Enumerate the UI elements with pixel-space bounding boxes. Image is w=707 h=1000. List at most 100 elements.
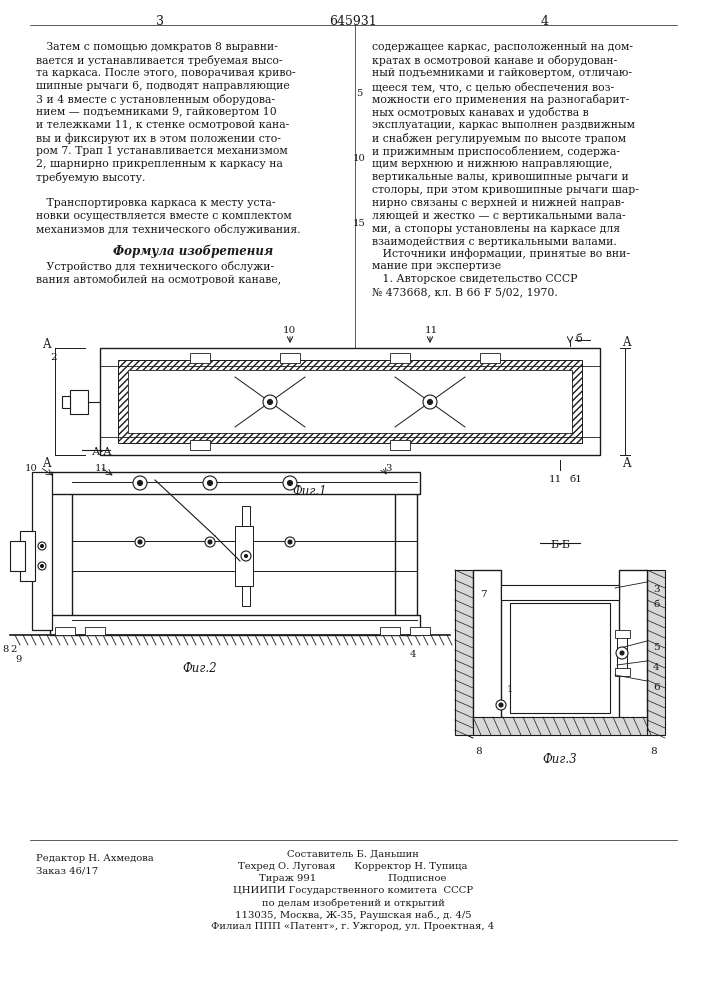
Circle shape — [40, 564, 44, 568]
Text: Фиг.1: Фиг.1 — [293, 485, 327, 498]
Circle shape — [283, 476, 297, 490]
Text: Транспортировка каркаса к месту уста-: Транспортировка каркаса к месту уста- — [36, 198, 276, 208]
Text: 2, шарнирно прикрепленным к каркасу на: 2, шарнирно прикрепленным к каркасу на — [36, 159, 283, 169]
Text: 3 и 4 вместе с установленным оборудова-: 3 и 4 вместе с установленным оборудова- — [36, 94, 275, 105]
Bar — [128, 370, 572, 433]
Bar — [50, 472, 420, 494]
Circle shape — [208, 540, 212, 544]
Text: ляющей и жестко — с вертикальными вала-: ляющей и жестко — с вертикальными вала- — [372, 211, 626, 221]
Text: Источники информации, принятые во вни-: Источники информации, принятые во вни- — [372, 248, 630, 259]
Text: 2: 2 — [10, 645, 16, 654]
Bar — [62, 396, 70, 408]
Circle shape — [620, 651, 624, 655]
Text: 11: 11 — [549, 475, 561, 484]
Bar — [128, 370, 572, 433]
Text: щееся тем, что, с целью обеспечения воз-: щееся тем, что, с целью обеспечения воз- — [372, 81, 614, 92]
Text: ных осмотровых канавах и удобства в: ных осмотровых канавах и удобства в — [372, 107, 589, 118]
Bar — [100, 348, 600, 455]
Text: 8: 8 — [650, 747, 657, 756]
Text: № 473668, кл. В 66 F 5/02, 1970.: № 473668, кл. В 66 F 5/02, 1970. — [372, 287, 558, 297]
Text: 645931: 645931 — [329, 15, 378, 28]
Text: Фиг.3: Фиг.3 — [543, 753, 578, 766]
Circle shape — [428, 399, 433, 404]
Text: 15: 15 — [353, 219, 366, 228]
Circle shape — [616, 647, 628, 659]
Bar — [190, 440, 210, 450]
Bar — [473, 570, 501, 725]
Circle shape — [285, 537, 295, 547]
Circle shape — [267, 399, 272, 404]
Bar — [619, 570, 647, 725]
Text: 9: 9 — [15, 655, 21, 664]
Text: щим верхнюю и нижнюю направляющие,: щим верхнюю и нижнюю направляющие, — [372, 159, 612, 169]
Text: Устройство для технического обслужи-: Устройство для технического обслужи- — [36, 261, 274, 272]
Bar — [615, 668, 630, 676]
Circle shape — [205, 537, 215, 547]
Bar — [501, 585, 619, 600]
Text: по делам изобретений и открытий: по делам изобретений и открытий — [262, 898, 445, 908]
Bar — [10, 541, 25, 571]
Text: А-А: А-А — [92, 447, 112, 457]
Bar — [390, 440, 410, 450]
Text: 11: 11 — [425, 326, 438, 335]
Text: Техред О. Луговая      Корректор Н. Тупица: Техред О. Луговая Корректор Н. Тупица — [238, 862, 468, 871]
Text: 2: 2 — [50, 353, 57, 362]
Text: 5: 5 — [653, 643, 660, 652]
Text: Б-Б: Б-Б — [550, 540, 570, 550]
Text: и тележками 11, к стенке осмотровой кана-: и тележками 11, к стенке осмотровой кана… — [36, 120, 289, 130]
Text: можности его применения на разногабарит-: можности его применения на разногабарит- — [372, 94, 629, 105]
Text: 1: 1 — [507, 685, 513, 694]
Circle shape — [263, 395, 277, 409]
Text: 4: 4 — [653, 663, 660, 672]
Text: A: A — [42, 338, 50, 351]
Bar — [480, 353, 500, 363]
Bar — [190, 353, 210, 363]
Text: Тираж 991                       Подписное: Тираж 991 Подписное — [259, 874, 447, 883]
Circle shape — [496, 700, 506, 710]
Text: Формула изобретения: Формула изобретения — [113, 245, 273, 258]
Text: ный подъемниками и гайковертом, отличаю-: ный подъемниками и гайковертом, отличаю- — [372, 68, 632, 78]
Text: Редактор Н. Ахмедова: Редактор Н. Ахмедова — [36, 854, 153, 863]
Text: столоры, при этом кривошипные рычаги шар-: столоры, при этом кривошипные рычаги шар… — [372, 185, 639, 195]
Bar — [70, 390, 88, 414]
Bar — [615, 630, 630, 638]
Text: содержащее каркас, расположенный на дом-: содержащее каркас, расположенный на дом- — [372, 42, 633, 52]
Text: 113035, Москва, Ж-35, Раушская наб., д. 4/5: 113035, Москва, Ж-35, Раушская наб., д. … — [235, 910, 472, 920]
Text: ром 7. Трап 1 устанавливается механизмом: ром 7. Трап 1 устанавливается механизмом — [36, 146, 288, 156]
Text: 3: 3 — [385, 464, 392, 473]
Circle shape — [499, 703, 503, 707]
Text: 3: 3 — [653, 585, 660, 594]
Bar — [32, 472, 52, 630]
Bar — [50, 615, 420, 635]
Circle shape — [38, 542, 46, 550]
Circle shape — [207, 481, 213, 486]
Bar — [118, 360, 582, 443]
Text: Фиг.2: Фиг.2 — [182, 662, 217, 675]
Text: 1. Авторское свидетельство СССР: 1. Авторское свидетельство СССР — [372, 274, 578, 284]
Text: 3: 3 — [156, 15, 164, 28]
Text: нием — подъемниками 9, гайковертом 10: нием — подъемниками 9, гайковертом 10 — [36, 107, 276, 117]
Circle shape — [138, 540, 142, 544]
Bar — [380, 627, 400, 635]
Bar — [390, 353, 410, 363]
Bar — [455, 570, 473, 735]
Text: требуемую высоту.: требуемую высоту. — [36, 172, 146, 183]
Text: 10: 10 — [353, 154, 366, 163]
Text: 11: 11 — [95, 464, 108, 473]
Bar — [242, 586, 250, 606]
Circle shape — [137, 481, 143, 486]
Circle shape — [241, 551, 251, 561]
Circle shape — [133, 476, 147, 490]
Text: ЦНИИПИ Государственного комитета  СССР: ЦНИИПИ Государственного комитета СССР — [233, 886, 473, 895]
Text: б: б — [575, 334, 582, 344]
Circle shape — [38, 562, 46, 570]
Circle shape — [203, 476, 217, 490]
Text: A: A — [622, 457, 631, 470]
Circle shape — [288, 481, 293, 486]
Text: та каркаса. После этого, поворачивая криво-: та каркаса. После этого, поворачивая кри… — [36, 68, 296, 78]
Text: вается и устанавливается требуемая высо-: вается и устанавливается требуемая высо- — [36, 55, 283, 66]
Text: 4: 4 — [541, 15, 549, 28]
Text: 10: 10 — [283, 326, 296, 335]
Bar — [85, 627, 105, 635]
Text: шипные рычаги 6, подводят направляющие: шипные рычаги 6, подводят направляющие — [36, 81, 290, 91]
